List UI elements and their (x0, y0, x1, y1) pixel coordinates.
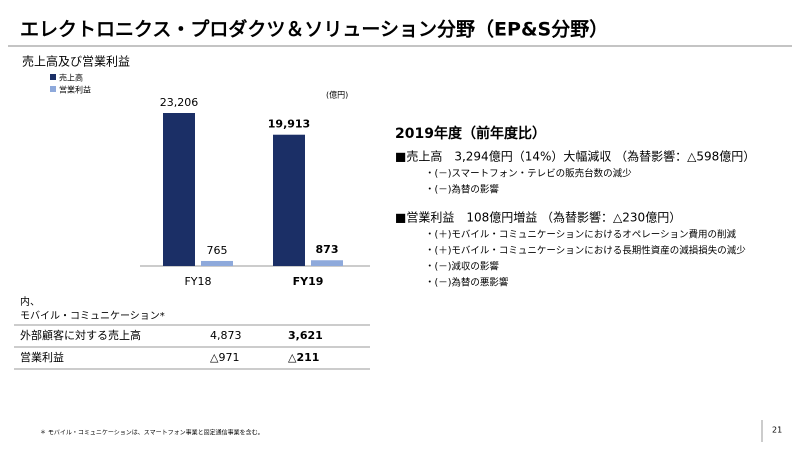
commentary-headline: ■営業利益 108億円増益 （為替影響：△230億円） (395, 210, 681, 225)
table-header: 内、 (20, 295, 40, 308)
bar (311, 260, 343, 266)
bar (273, 134, 305, 266)
legend-swatch (50, 74, 56, 80)
commentary-bullet: ・(－)為替の悪影響 (425, 277, 509, 289)
table-cell: 4,873 (210, 329, 242, 342)
table-cell: 営業利益 (20, 350, 64, 364)
value-label: 765 (207, 244, 228, 257)
footnote: ＊ モバイル・コミュニケーションは、スマートフォン事業と固定通信事業を含む。 (40, 429, 264, 437)
x-tick-label: FY18 (184, 275, 211, 288)
value-label: 19,913 (268, 118, 310, 131)
value-label: 23,206 (160, 96, 199, 109)
table-cell: 3,621 (288, 329, 323, 342)
x-tick-label: FY19 (293, 275, 324, 288)
legend-label: 営業利益 (59, 85, 91, 95)
page-number: 21 (772, 426, 782, 435)
commentary-headline: ■売上高 3,294億円（14%）大幅減収 （為替影響：△598億円） (395, 149, 755, 164)
commentary-heading: 2019年度（前年度比） (395, 125, 546, 142)
table-cell: 外部顧客に対する売上高 (20, 328, 141, 342)
table-header: モバイル・コミュニケーション* (20, 310, 165, 322)
slide-title: エレクトロニクス・プロダクツ＆ソリューション分野（EP&S分野） (20, 18, 608, 41)
legend-swatch (50, 86, 56, 92)
table-cell: △971 (210, 351, 239, 364)
commentary-bullet: ・(－)為替の影響 (425, 184, 499, 196)
value-label: 873 (316, 243, 339, 256)
table-cell: △211 (288, 351, 319, 364)
commentary-bullet: ・(＋)モバイル・コミュニケーションにおけるオペレーション費用の削減 (425, 229, 737, 241)
commentary-bullet: ・(－)スマートフォン・テレビの販売台数の減少 (425, 168, 632, 180)
unit-label: (億円) (326, 90, 348, 100)
commentary-bullet: ・(＋)モバイル・コミュニケーションにおける長期性資産の減損損失の減少 (425, 245, 746, 257)
commentary-bullet: ・(－)減収の影響 (425, 261, 499, 273)
chart-title: 売上高及び営業利益 (22, 54, 130, 69)
bar (201, 260, 233, 266)
legend-label: 売上高 (59, 73, 83, 83)
bar (163, 113, 195, 266)
